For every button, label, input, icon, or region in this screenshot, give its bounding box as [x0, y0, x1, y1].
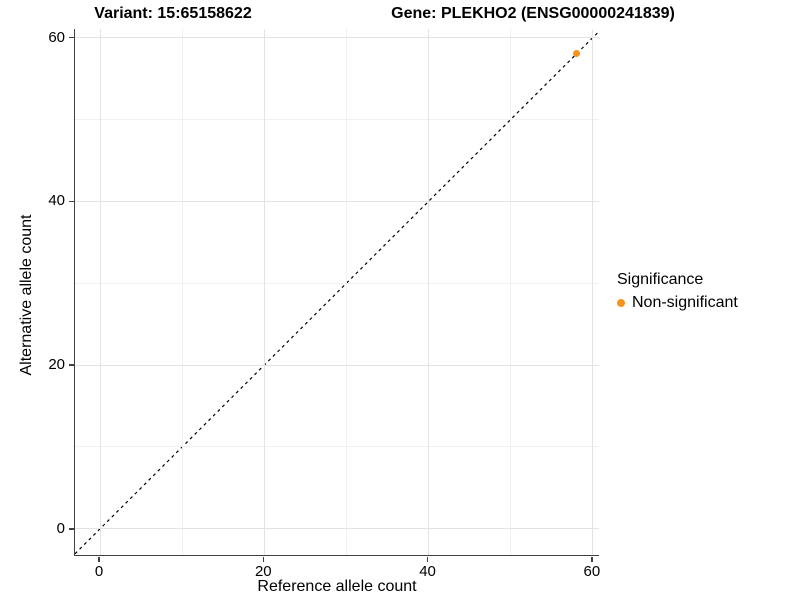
plot-panel [74, 29, 599, 556]
x-axis-label: Reference allele count [257, 578, 417, 595]
legend: Significance Non-significant [617, 270, 738, 313]
legend-point-icon [617, 299, 625, 307]
major-gridline-y [75, 364, 599, 366]
x-axis-tick [98, 556, 100, 562]
minor-gridline-x [345, 29, 347, 555]
x-axis-tick [262, 556, 265, 562]
major-gridline-x [428, 29, 430, 555]
major-gridline-x [99, 29, 101, 555]
y-axis-tick [69, 364, 74, 366]
minor-gridline-y [75, 282, 599, 284]
legend-title: Significance [617, 271, 704, 288]
legend-item: Non-significant [617, 293, 738, 313]
legend-item-label: Non-significant [632, 294, 738, 311]
x-axis-tick [591, 556, 593, 562]
minor-gridline-y [75, 118, 599, 120]
y-axis-tick [69, 528, 74, 530]
major-gridline-y [75, 528, 599, 530]
y-tick-label: 60 [48, 28, 65, 46]
x-tick-label: 40 [419, 563, 436, 580]
x-tick-label: 60 [583, 563, 601, 580]
major-gridline-y [75, 37, 599, 39]
x-axis-tick [426, 556, 429, 562]
major-gridline-y [75, 200, 599, 202]
major-gridline-x [592, 29, 594, 555]
y-tick-label: 0 [56, 519, 65, 537]
plot-title-variant: Variant: 15:65158622 [94, 5, 252, 22]
y-axis-tick [69, 36, 74, 39]
major-gridline-x [263, 29, 265, 555]
y-tick-label: 40 [48, 192, 65, 210]
plot-title-gene: Gene: PLEKHO2 (ENSG00000241839) [391, 5, 675, 22]
y-axis-tick [69, 200, 74, 203]
y-tick-label: 20 [48, 356, 65, 374]
x-tick-label: 20 [254, 563, 272, 580]
identity-line [75, 31, 599, 555]
y-axis-label: Alternative allele count [18, 214, 35, 376]
x-tick-label: 0 [94, 563, 104, 580]
minor-gridline-x [510, 29, 512, 555]
data-point [572, 50, 580, 58]
minor-gridline-y [75, 446, 599, 448]
minor-gridline-x [181, 29, 183, 555]
